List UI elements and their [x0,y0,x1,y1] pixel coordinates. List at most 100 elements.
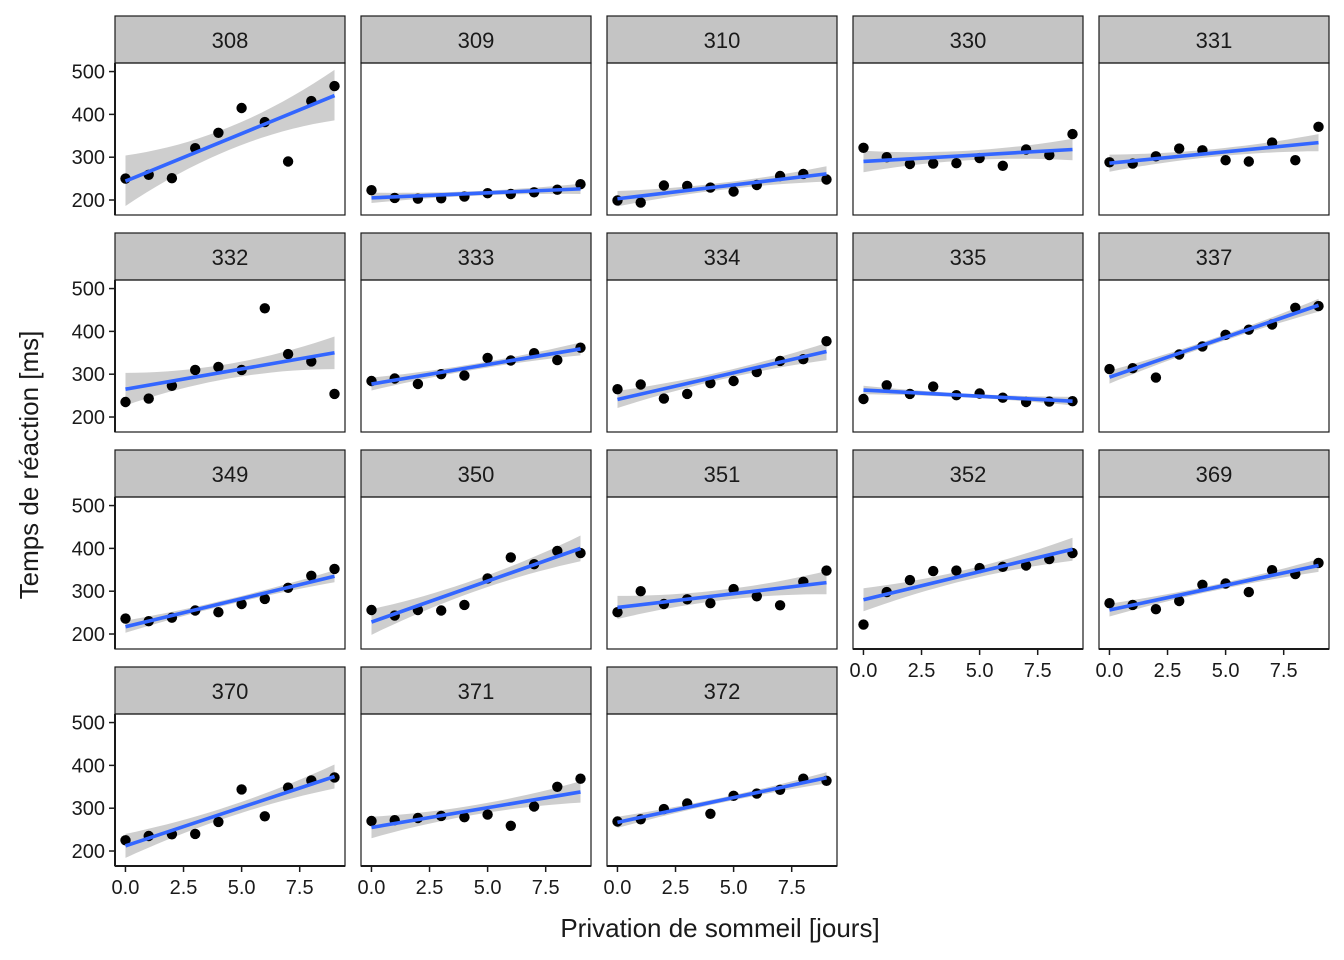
x-tick-label: 5.0 [966,660,994,682]
panel-border [852,62,1084,216]
facet-strip [852,15,1084,64]
plot-area [120,764,340,858]
data-point [928,565,939,577]
facet-strip [606,232,838,281]
y-tick-label: 300 [72,798,105,820]
data-point [236,784,247,795]
panel-border [360,279,592,433]
fit-line [370,546,582,624]
facet-strip-label: 335 [950,245,987,270]
x-tick-label: 7.5 [1270,660,1298,682]
data-point [612,607,623,618]
x-tick-label: 0.0 [1096,660,1124,682]
y-axis-title: Temps de réaction [ms] [14,331,44,600]
y-tick-label: 300 [72,147,105,169]
data-point [1290,302,1301,313]
facet-panel-308: 308 200 300 400 500 [72,15,346,216]
facet-panel-350: 350 [360,449,592,650]
panel-border [852,279,1084,433]
data-point [236,598,247,610]
fit-line [617,580,827,610]
fit-line [125,351,335,391]
x-tick-label: 0.0 [604,877,632,899]
data-point [459,599,470,611]
plot-area [366,342,586,391]
data-point [282,348,294,360]
data-point [143,393,154,404]
fit-line [863,388,1073,403]
panel-border [606,62,838,216]
data-point [858,619,869,630]
data-point [213,361,224,373]
panel-border [360,62,592,216]
plot-area [858,380,1078,408]
data-point [881,380,892,391]
facet-panel-349: 349 200 300 400 500 [72,449,346,650]
data-point [612,384,623,395]
data-point [774,600,786,611]
facet-strip-label: 349 [212,462,249,487]
x-tick-label: 5.0 [720,877,748,899]
fit-line [125,574,335,629]
plot-area [1104,121,1324,172]
facet-panel-330: 330 [852,15,1084,216]
x-axis-title: Privation de sommeil [jours] [560,913,879,943]
data-point [1104,598,1115,609]
data-point [552,781,563,792]
data-point [213,607,224,618]
facet-strip-label: 369 [1196,462,1233,487]
facet-panel-333: 333 [360,232,592,433]
fit-line [371,187,581,200]
x-tick-label: 2.5 [1154,660,1182,682]
data-point [728,375,739,387]
x-tick-label: 7.5 [778,877,806,899]
y-tick-label: 500 [72,713,105,735]
data-point [120,613,131,624]
facet-strip [606,666,838,715]
facet-strip [852,449,1084,498]
plot-area [120,303,340,408]
y-tick-label: 500 [72,279,105,301]
data-point [213,127,224,138]
fit-line [863,147,1073,164]
fit-line [1109,140,1319,165]
facet-strip [1098,232,1330,281]
x-tick-label: 5.0 [228,877,256,899]
data-point [259,593,270,605]
panel-border [606,279,838,433]
x-tick-label: 7.5 [1024,660,1052,682]
plot-area [858,537,1078,630]
facet-strip-label: 334 [704,245,741,270]
data-point [751,591,762,602]
data-point [1174,143,1185,154]
plot-area [366,535,586,635]
y-tick-label: 400 [72,538,105,560]
panel-border [1098,279,1330,433]
facet-panel-334: 334 [606,232,838,433]
facet-strip [114,232,346,281]
data-point [997,160,1008,171]
facet-strip-label: 371 [458,679,495,704]
data-point [306,570,317,581]
plot-area [366,179,586,204]
data-point [366,815,377,827]
plot-area [612,166,832,208]
data-point [1266,565,1278,576]
data-point [575,773,586,784]
data-point [213,816,224,828]
data-point [282,156,294,167]
facet-panel-332: 332 200 300 400 500 [72,232,346,433]
fit-line [371,790,581,830]
data-point [951,565,962,576]
facet-strip-label: 370 [212,679,249,704]
facet-strip-label: 330 [950,28,987,53]
data-point [190,364,201,376]
fit-line [124,93,336,183]
data-point [951,158,962,169]
y-tick-label: 200 [72,407,105,429]
y-tick-label: 400 [72,755,105,777]
data-point [1150,372,1162,383]
data-point [1067,128,1078,140]
data-point [928,158,939,169]
facet-panel-369: 369 0.0 2.5 5.0 7.5 [1096,449,1330,682]
